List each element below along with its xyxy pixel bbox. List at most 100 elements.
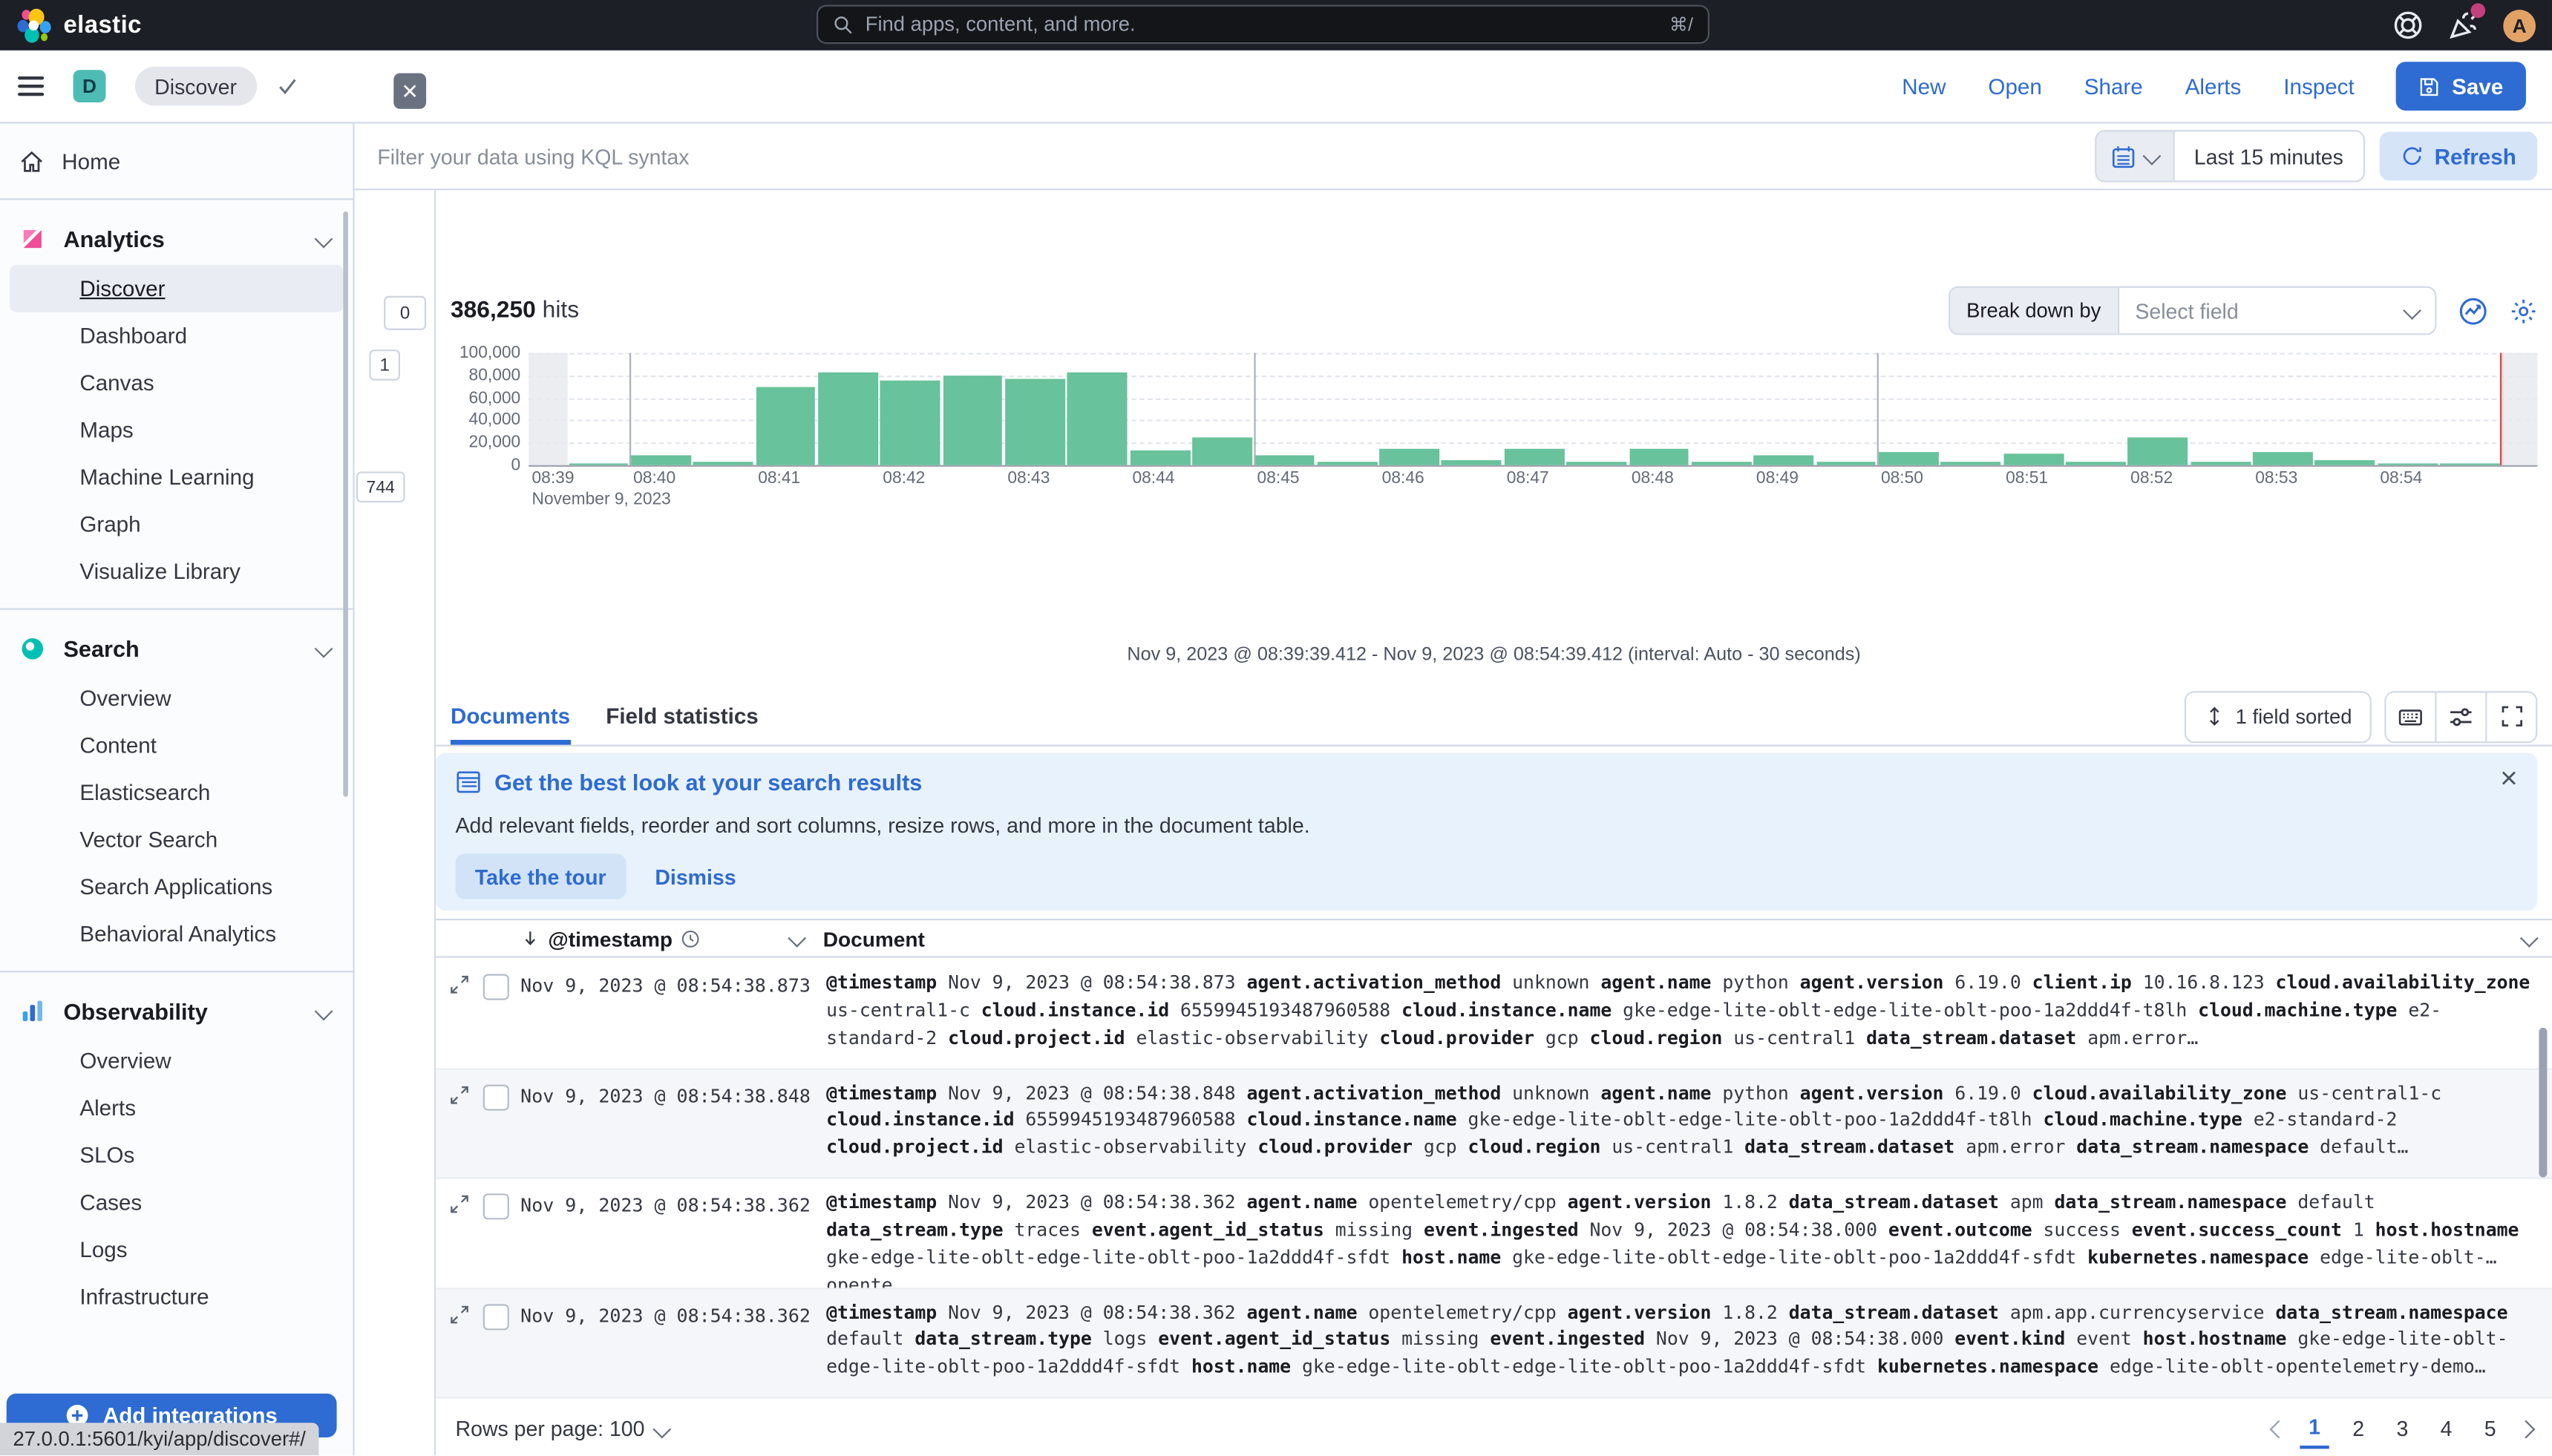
histogram-bar[interactable]	[1067, 372, 1128, 465]
timestamp-column-header[interactable]: @timestamp	[520, 926, 823, 951]
histogram-bar[interactable]	[880, 380, 940, 465]
breadcrumb[interactable]: Discover	[134, 66, 257, 106]
sidebar-item-canvas[interactable]: Canvas	[79, 370, 154, 396]
column-menu-chevron-icon[interactable]	[788, 928, 807, 948]
histogram-bar[interactable]	[1192, 437, 1252, 465]
sidebar-section-analytics[interactable]: Analytics	[0, 213, 353, 265]
available-fields-count-badge[interactable]: 744	[356, 471, 405, 503]
histogram-bar[interactable]	[755, 387, 816, 465]
edit-visualization-icon[interactable]	[2458, 295, 2489, 327]
histogram-bar[interactable]	[630, 455, 691, 465]
histogram-bar[interactable]	[1442, 460, 1502, 465]
avatar[interactable]: A	[2503, 9, 2536, 42]
histogram-bar[interactable]	[1691, 462, 1752, 465]
expand-document-icon[interactable]	[449, 974, 470, 995]
histogram-bar[interactable]	[1566, 462, 1627, 465]
document-column-header[interactable]: Document	[823, 926, 2552, 951]
histogram-bar[interactable]	[1629, 448, 1689, 465]
elastic-logo[interactable]: elastic	[0, 7, 142, 43]
sidebar-section-search[interactable]: Search	[0, 623, 353, 675]
tab-field-statistics[interactable]: Field statistics	[606, 704, 759, 729]
page-button-1[interactable]: 1	[2300, 1409, 2329, 1449]
take-tour-button[interactable]: Take the tour	[455, 853, 626, 899]
kql-filter-input[interactable]: Filter your data using KQL syntax	[377, 143, 690, 168]
histogram-bar[interactable]	[2065, 462, 2126, 465]
date-picker-toggle[interactable]	[2096, 131, 2175, 181]
page-button-2[interactable]: 2	[2352, 1416, 2365, 1441]
sidebar-section-observability[interactable]: Observability	[0, 986, 353, 1037]
histogram-bar[interactable]	[1379, 448, 1440, 465]
sidebar-item-elasticsearch[interactable]: Elasticsearch	[79, 780, 211, 805]
sidebar-item-alerts[interactable]: Alerts	[79, 1095, 136, 1121]
histogram-bar[interactable]	[1816, 462, 1877, 465]
share-button[interactable]: Share	[2084, 73, 2143, 99]
page-button-4[interactable]: 4	[2440, 1416, 2453, 1441]
rows-per-page-button[interactable]: Rows per page: 100	[456, 1417, 673, 1440]
row-checkbox[interactable]	[482, 1083, 509, 1110]
previous-page-icon[interactable]	[2269, 1419, 2288, 1438]
histogram-bar[interactable]	[943, 376, 1003, 465]
sidebar-item-graph[interactable]: Graph	[79, 512, 141, 537]
histogram-plot[interactable]: 08:39 08:40 08:41 08:42 08:43 08:44 08:45 08:46…	[529, 352, 2538, 509]
table-row[interactable]: Nov 9, 2023 @ 08:54:38.848 @timestamp Nov…	[436, 1069, 2552, 1179]
histogram-bar[interactable]	[1504, 448, 1565, 465]
sidebar-item-machine-learning[interactable]: Machine Learning	[79, 465, 255, 490]
row-checkbox[interactable]	[482, 974, 509, 1000]
sidebar-item-search-applications[interactable]: Search Applications	[79, 874, 273, 899]
new-button[interactable]: New	[1902, 73, 1946, 99]
histogram-bar[interactable]	[1753, 455, 1814, 465]
histogram-bar[interactable]	[568, 463, 629, 465]
histogram-bar[interactable]	[1317, 462, 1378, 465]
histogram-bar[interactable]	[693, 462, 753, 465]
time-range-value[interactable]: Last 15 minutes	[2174, 143, 2363, 168]
panel-count-badge[interactable]: 1	[369, 350, 401, 381]
sidebar-item-behavioral-analytics[interactable]: Behavioral Analytics	[79, 922, 277, 947]
callout-close-icon[interactable]	[2500, 769, 2518, 787]
sidebar-item-overview[interactable]: Overview	[79, 1049, 171, 1074]
sidebar-item-vector-search[interactable]: Vector Search	[79, 827, 218, 853]
refresh-button[interactable]: Refresh	[2379, 131, 2538, 181]
histogram-bar[interactable]	[2127, 437, 2188, 465]
histogram-bar[interactable]	[2315, 460, 2375, 465]
table-row[interactable]: Nov 9, 2023 @ 08:54:38.362 @timestamp Nov…	[436, 1288, 2552, 1399]
grid-scrollbar[interactable]	[2539, 1027, 2548, 1178]
open-button[interactable]: Open	[1988, 73, 2042, 99]
expand-document-icon[interactable]	[449, 1303, 470, 1324]
breakdown-select[interactable]: Break down by Select field	[1949, 286, 2437, 335]
help-icon[interactable]	[2392, 10, 2424, 41]
sidebar-item-content[interactable]: Content	[79, 733, 157, 758]
histogram-bar[interactable]	[1005, 378, 1065, 465]
menu-icon[interactable]	[18, 76, 45, 96]
row-checkbox[interactable]	[482, 1303, 509, 1330]
histogram-bar[interactable]	[2440, 463, 2500, 465]
sidebar-item-slos[interactable]: SLOs	[79, 1143, 135, 1168]
sidebar-item-overview[interactable]: Overview	[79, 686, 171, 711]
whats-new-icon[interactable]	[2448, 3, 2486, 41]
sidebar-item-dashboard[interactable]: Dashboard	[79, 324, 188, 348]
breakdown-value[interactable]: Select field	[2119, 298, 2435, 323]
selected-fields-count-badge[interactable]: 0	[384, 295, 427, 330]
sidebar-item-logs[interactable]: Logs	[79, 1237, 128, 1262]
column-menu-chevron-icon[interactable]	[2519, 928, 2539, 948]
keyboard-shortcuts-icon[interactable]	[2386, 692, 2435, 741]
save-button[interactable]: Save	[2396, 62, 2526, 111]
next-page-icon[interactable]	[2516, 1419, 2536, 1438]
sidebar-item-home[interactable]: Home	[0, 137, 353, 186]
histogram-bar[interactable]	[1130, 450, 1190, 465]
global-search-input[interactable]: Find apps, content, and more. ⌘/	[816, 4, 1709, 45]
tab-documents[interactable]: Documents	[450, 688, 570, 745]
page-button-5[interactable]: 5	[2484, 1416, 2496, 1441]
sidebar-item-discover[interactable]: Discover	[10, 265, 344, 312]
alerts-button[interactable]: Alerts	[2185, 73, 2242, 99]
histogram-bar[interactable]	[2252, 452, 2313, 465]
sidebar-item-visualize-library[interactable]: Visualize Library	[79, 559, 241, 584]
histogram-bar[interactable]	[1254, 455, 1315, 465]
check-icon[interactable]	[276, 75, 299, 98]
sidebar-item-cases[interactable]: Cases	[79, 1190, 143, 1215]
expand-document-icon[interactable]	[449, 1193, 470, 1214]
sidebar-item-maps[interactable]: Maps	[79, 418, 134, 443]
field-sorted-button[interactable]: 1 field sorted	[2185, 690, 2372, 743]
histogram-bar[interactable]	[1940, 462, 2001, 465]
histogram-bar[interactable]	[2003, 453, 2064, 465]
histogram-bar[interactable]	[2378, 463, 2438, 465]
